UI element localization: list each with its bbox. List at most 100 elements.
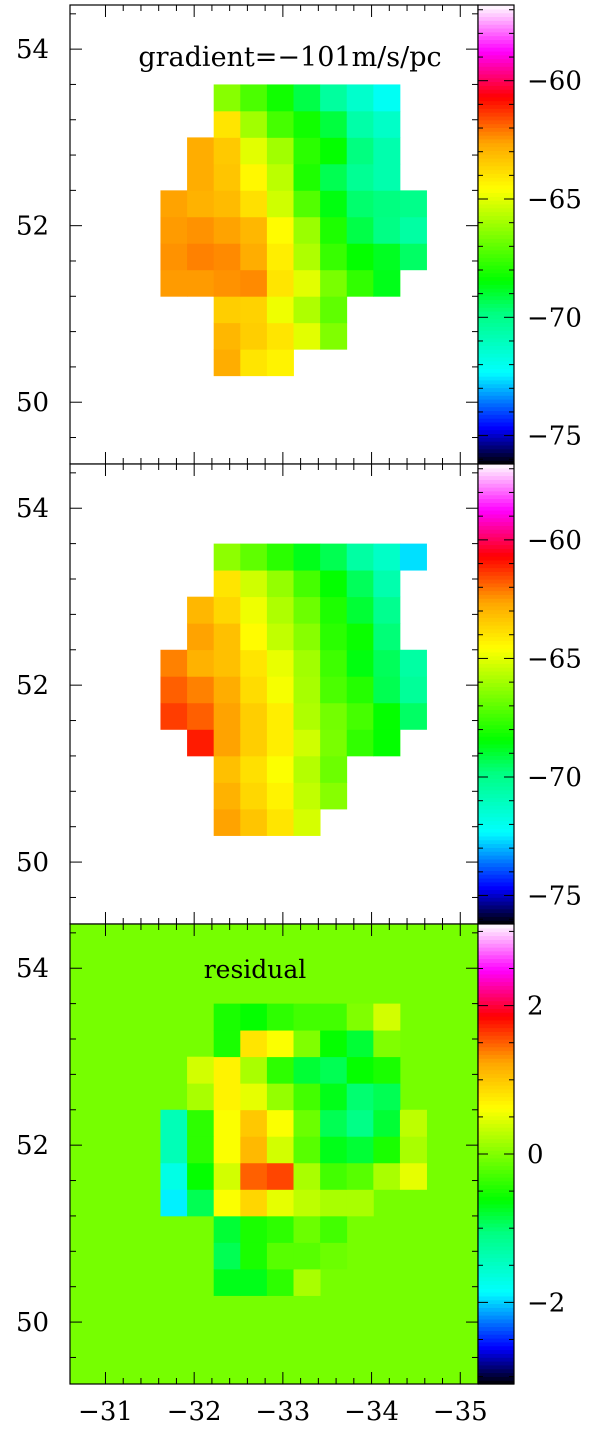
heatmap-cell — [320, 84, 348, 112]
heatmap-cell — [160, 1109, 188, 1137]
heatmap-cell — [266, 755, 294, 783]
colorbar-segment — [478, 1226, 514, 1232]
colorbar-segment — [478, 625, 514, 630]
colorbar-segment — [478, 372, 514, 377]
heatmap-cell — [213, 782, 241, 810]
colorbar-segment — [478, 483, 514, 488]
colorbar-segment — [478, 391, 514, 396]
colorbar-segment — [478, 70, 514, 75]
heatmap-cell — [266, 1162, 294, 1190]
heatmap-cell — [160, 1162, 188, 1190]
heatmap-cell — [320, 702, 348, 730]
y-tick-label: 54 — [16, 35, 49, 65]
heatmap-cell — [293, 1136, 321, 1164]
heatmap-cell — [293, 1242, 321, 1270]
colorbar-segment — [478, 85, 514, 90]
colorbar-segment — [478, 747, 514, 753]
colorbar-segment — [478, 490, 514, 496]
colorbar-segment — [478, 544, 514, 549]
colorbar-segment — [478, 58, 514, 63]
colorbar-segment — [478, 119, 514, 125]
colorbar-segment — [478, 257, 514, 262]
colorbar-segment — [478, 1242, 514, 1247]
colorbar-segment — [478, 571, 514, 576]
colorbar-segment — [478, 575, 514, 580]
heatmap-cell — [293, 110, 321, 138]
colorbar-tick-label: −60 — [527, 526, 582, 556]
colorbar-segment — [478, 341, 514, 347]
colorbar-segment — [478, 433, 514, 438]
colorbar-segment — [478, 1100, 514, 1105]
heatmap-cell — [373, 110, 401, 138]
colorbar-segment — [478, 1177, 514, 1182]
heatmap-cell — [213, 1083, 241, 1111]
heatmap-cell — [240, 755, 268, 783]
colorbar-segment — [478, 337, 514, 343]
colorbar-segment — [478, 356, 514, 362]
heatmap-cell — [213, 216, 241, 244]
colorbar-segment — [478, 280, 514, 285]
colorbar-segment — [478, 1211, 514, 1216]
colorbar-segment — [478, 1123, 514, 1128]
colorbar-segment — [478, 870, 514, 875]
colorbar-segment — [478, 525, 514, 530]
heatmap-cell — [373, 269, 401, 297]
heatmap-cell — [346, 1109, 374, 1137]
heatmap-cell — [240, 1030, 268, 1058]
heatmap-cell — [213, 1056, 241, 1084]
heatmap-cell — [399, 1136, 427, 1164]
heatmap-cell — [213, 623, 241, 651]
colorbar-segment — [478, 1069, 514, 1075]
heatmap-cell — [266, 216, 294, 244]
colorbar-segment — [478, 108, 514, 113]
colorbar-segment — [478, 835, 514, 841]
colorbar-segment — [478, 866, 514, 871]
heatmap-cell — [160, 243, 188, 271]
colorbar-segment — [478, 62, 514, 67]
heatmap-cell — [187, 649, 215, 677]
heatmap-cell — [240, 243, 268, 271]
heatmap-cell — [373, 190, 401, 218]
colorbar-segment — [478, 774, 514, 779]
colorbar-segment — [478, 402, 514, 408]
heatmap-cell — [266, 1136, 294, 1164]
colorbar-segment — [478, 146, 514, 151]
heatmap-cell — [240, 1215, 268, 1243]
colorbar-segment — [478, 678, 514, 684]
heatmap-cell — [266, 782, 294, 810]
colorbar-segment — [478, 904, 514, 910]
heatmap-cell — [346, 163, 374, 191]
heatmap-cell — [346, 84, 374, 112]
heatmap-cell — [266, 1189, 294, 1217]
colorbar-segment — [478, 245, 514, 251]
colorbar-segment — [478, 1203, 514, 1209]
colorbar-segment — [478, 1104, 514, 1109]
colorbar-segment — [478, 1357, 514, 1362]
heatmap-cell — [293, 296, 321, 324]
colorbar-segment — [478, 1192, 514, 1197]
colorbar-segment — [478, 736, 514, 741]
colorbar-segment — [478, 740, 514, 745]
colorbar-segment — [478, 648, 514, 653]
colorbar-segment — [478, 1050, 514, 1055]
colorbar-segment — [478, 1134, 514, 1140]
heatmap-cell — [320, 596, 348, 624]
heatmap-cell — [346, 1136, 374, 1164]
colorbar-segment — [478, 1019, 514, 1025]
colorbar-segment — [478, 448, 514, 454]
colorbar-segment — [478, 851, 514, 856]
heatmap-cell — [240, 1003, 268, 1031]
colorbar-segment — [478, 92, 514, 98]
colorbar-segment — [478, 1042, 514, 1048]
heatmap-cell — [266, 676, 294, 704]
heatmap-cell — [213, 1242, 241, 1270]
colorbar-segment — [478, 885, 514, 891]
heatmap-cell — [373, 1056, 401, 1084]
heatmap-cell — [399, 1109, 427, 1137]
heatmap-cell — [373, 1030, 401, 1058]
heatmap-cell — [373, 1083, 401, 1111]
colorbar-segment — [478, 805, 514, 810]
colorbar-segment — [478, 27, 514, 33]
colorbar-segment — [478, 207, 514, 213]
heatmap-cell — [266, 1030, 294, 1058]
